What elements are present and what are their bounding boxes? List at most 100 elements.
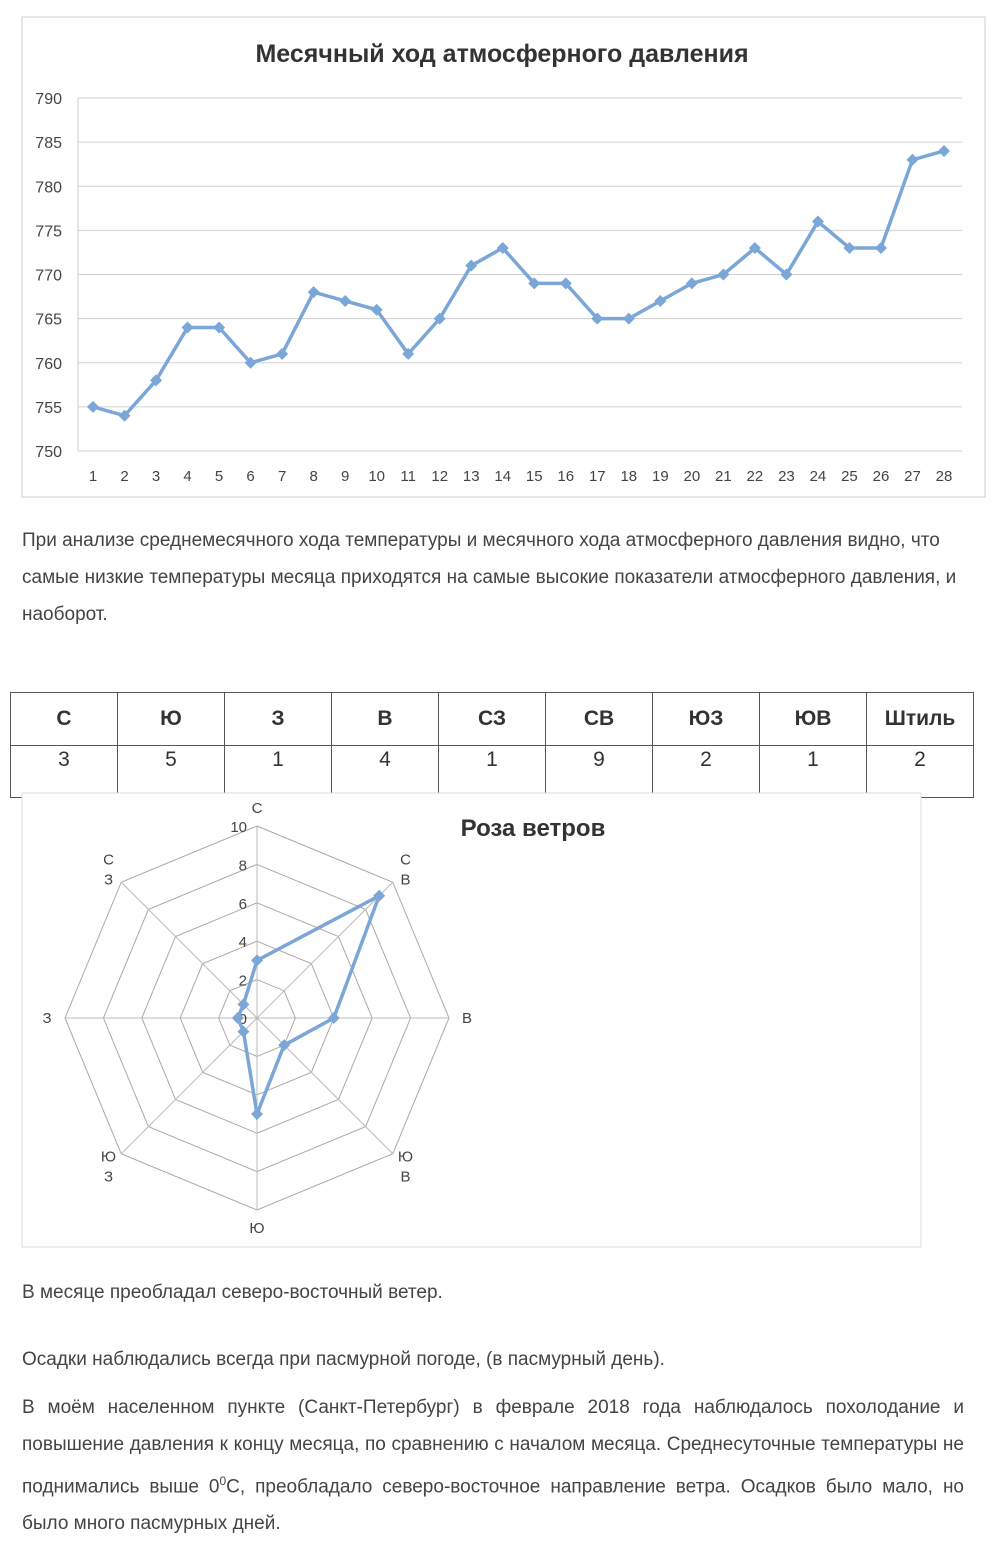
data-point <box>237 1025 250 1038</box>
x-tick-label: 11 <box>400 468 416 485</box>
radial-tick-label: 0 <box>239 1011 247 1028</box>
radar-spoke <box>256 881 394 1019</box>
data-point <box>181 321 194 334</box>
x-tick-label: 5 <box>215 468 223 485</box>
value-cell: 2 <box>652 745 760 798</box>
value-cell: 3 <box>10 745 118 798</box>
precipitation-conclusion: Осадки наблюдались всегда при пасмурной … <box>22 1349 665 1370</box>
value-cell: 5 <box>117 745 225 798</box>
x-tick-label: 21 <box>715 468 732 485</box>
header-cell: З <box>224 692 332 746</box>
header-cell: С <box>10 692 118 746</box>
data-point <box>433 312 446 325</box>
data-point <box>843 242 856 255</box>
y-tick-label: 790 <box>35 91 62 108</box>
x-tick-label: 6 <box>246 468 254 485</box>
x-tick-label: 4 <box>183 468 191 485</box>
data-point <box>370 303 383 316</box>
y-tick-label: 780 <box>35 179 62 196</box>
x-tick-label: 2 <box>120 468 128 485</box>
header-cell: СЗ <box>438 692 546 746</box>
data-point <box>748 242 761 255</box>
data-point <box>276 347 289 360</box>
axis-label-С: С <box>252 800 263 817</box>
data-point <box>906 153 919 166</box>
value-cell: 1 <box>224 745 332 798</box>
chart-frame <box>21 16 986 498</box>
radar-spoke <box>256 1017 394 1155</box>
radar-spoke <box>120 1017 258 1155</box>
y-tick-label: 760 <box>35 356 62 373</box>
x-tick-label: 18 <box>620 468 637 485</box>
radial-tick-label: 6 <box>239 896 247 913</box>
data-point <box>591 312 604 325</box>
data-point <box>622 312 635 325</box>
value-cell: 9 <box>545 745 653 798</box>
pressure-line-chart: Месячный ход атмосферного давления 75075… <box>21 16 986 498</box>
pressure-series-line <box>92 149 945 418</box>
x-tick-label: 26 <box>873 468 890 485</box>
chart-title: Роза ветров <box>461 815 606 842</box>
x-tick-label: 9 <box>341 468 349 485</box>
data-point <box>938 144 950 157</box>
paragraph-text-b: С, преобладало северо-восточное направле… <box>22 1476 965 1535</box>
analysis-paragraph: При анализе среднемесячного хода темпера… <box>22 530 957 625</box>
value-cell: 4 <box>331 745 439 798</box>
data-point <box>402 347 415 360</box>
x-tick-label: 24 <box>810 468 827 485</box>
header-cell: ЮЗ <box>652 692 760 746</box>
wind-table-header-row: С Ю З В СЗ СВ ЮЗ ЮВ Штиль <box>10 692 974 746</box>
data-point <box>251 954 263 967</box>
radial-tick-label: 2 <box>239 973 247 990</box>
chart-title: Месячный ход атмосферного давления <box>255 40 748 68</box>
x-tick-label: 15 <box>526 468 543 485</box>
data-point <box>251 1108 263 1120</box>
data-point <box>780 268 793 281</box>
y-tick-label: 765 <box>35 312 62 329</box>
x-tick-label: 17 <box>589 468 606 485</box>
radar-spoke <box>120 881 258 1019</box>
x-tick-label: 7 <box>278 468 286 485</box>
x-tick-label: 25 <box>841 468 858 485</box>
data-point <box>150 374 163 387</box>
data-point <box>874 242 887 255</box>
y-tick-label: 755 <box>35 400 62 417</box>
x-tick-label: 19 <box>652 468 669 485</box>
data-point <box>811 215 824 228</box>
axis-label-ЮЗ: З <box>104 1168 113 1185</box>
local-observation-paragraph: В моём населенном пункте (Санкт-Петербур… <box>22 1389 964 1542</box>
data-point <box>278 1039 291 1052</box>
data-point <box>118 409 131 422</box>
data-point <box>237 998 250 1011</box>
axis-label-СЗ: З <box>104 872 113 889</box>
x-tick-label: 16 <box>557 468 574 485</box>
data-point <box>373 889 386 902</box>
x-tick-label: 1 <box>89 468 97 485</box>
data-point <box>244 356 257 369</box>
header-cell: В <box>331 692 439 746</box>
axis-label-ЮЗ: Ю <box>101 1148 116 1165</box>
x-tick-label: 20 <box>684 468 701 485</box>
axis-label-З: З <box>42 1010 51 1027</box>
data-point <box>327 1012 340 1024</box>
x-tick-label: 23 <box>778 468 795 485</box>
data-point <box>717 268 730 281</box>
header-cell: Ю <box>117 692 225 746</box>
axis-label-В: В <box>462 1010 472 1027</box>
data-point <box>496 242 509 255</box>
x-tick-label: 13 <box>463 468 480 485</box>
axis-label-ЮВ: Ю <box>398 1148 413 1165</box>
value-cell: 1 <box>438 745 546 798</box>
x-tick-label: 8 <box>309 468 317 485</box>
header-cell: ЮВ <box>759 692 867 746</box>
wind-conclusion: В месяце преобладал северо-восточный вет… <box>22 1282 443 1303</box>
data-point <box>307 286 320 299</box>
data-point <box>213 321 226 334</box>
axis-label-Ю: Ю <box>249 1220 264 1237</box>
data-point <box>654 294 667 307</box>
data-point <box>559 277 572 290</box>
superscript-zero: 0 <box>219 1474 227 1488</box>
